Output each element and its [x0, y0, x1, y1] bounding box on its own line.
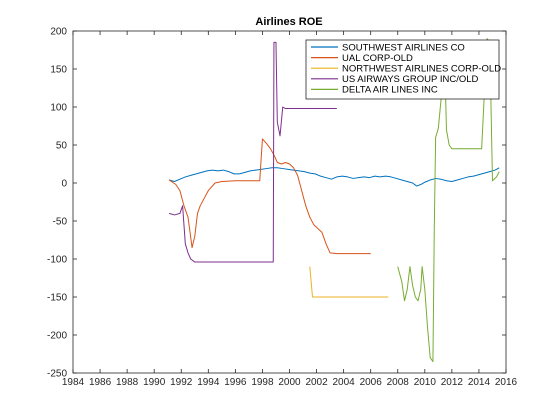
y-tick-label: -200	[47, 331, 67, 342]
x-tick-label: 1992	[170, 377, 193, 388]
chart-title: Airlines ROE	[255, 16, 322, 28]
x-tick-label: 2008	[387, 377, 410, 388]
y-tick-label: 100	[50, 103, 67, 114]
x-tick-label: 1986	[89, 377, 112, 388]
x-tick-label: 2012	[441, 377, 464, 388]
series-line-3	[168, 41, 337, 263]
x-tick-label: 1998	[251, 377, 274, 388]
series-line-2	[309, 266, 389, 298]
x-tick-label: 1994	[197, 377, 220, 388]
legend-label: DELTA AIR LINES INC	[342, 85, 438, 96]
x-tick-label: 1996	[224, 377, 247, 388]
x-tick-label: 2014	[468, 377, 491, 388]
legend-label: UAL CORP-OLD	[342, 53, 413, 64]
x-tick-label: 1990	[143, 377, 166, 388]
series-line-4	[397, 38, 500, 363]
y-tick-label: -50	[53, 217, 68, 228]
y-tick-label: 150	[50, 65, 67, 76]
legend-label: US AIRWAYS GROUP INC/OLD	[342, 74, 479, 85]
x-tick-label: 2000	[278, 377, 301, 388]
series-line-1	[168, 138, 371, 255]
y-tick-label: 0	[61, 179, 67, 190]
y-tick-label: 200	[50, 27, 67, 38]
legend-label: NORTHWEST AIRLINES CORP-OLD	[342, 64, 501, 75]
legend-box	[305, 39, 500, 100]
x-tick-label: 2010	[414, 377, 437, 388]
y-tick-label: -150	[47, 293, 67, 304]
x-tick-label: 2016	[495, 377, 518, 388]
x-tick-label: 1988	[116, 377, 139, 388]
y-tick-label: 50	[56, 141, 68, 152]
y-tick-label: -250	[47, 369, 67, 380]
axes-layer: 1984 1986 1988 1990 1992 1994 1996 1998 2000 2002…	[47, 27, 518, 389]
legend-label: SOUTHWEST AIRLINES CO	[342, 42, 465, 53]
series-layer	[168, 38, 500, 363]
series-line-0	[168, 167, 500, 187]
x-tick-label: 2006	[360, 377, 383, 388]
x-tick-label: 2004	[333, 377, 356, 388]
x-tick-label: 2002	[305, 377, 328, 388]
y-tick-label: -100	[47, 255, 67, 266]
x-tick-label: 1984	[62, 377, 85, 388]
